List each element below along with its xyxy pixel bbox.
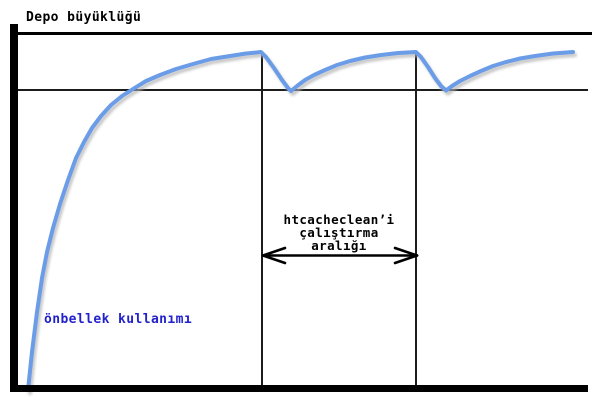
cache-usage-curve (26, 50, 575, 392)
interval-arrow (261, 246, 419, 265)
chart-title: Depo büyüklüğü (26, 10, 142, 25)
interval-annotation: htcacheclean’i çalıştırma aralığı (262, 213, 416, 252)
interval-arrow-right-head (393, 254, 419, 265)
interval-annotation-line1: htcacheclean’i (283, 212, 395, 227)
interval-annotation-line2: çalıştırma (299, 225, 379, 240)
cache-usage-label: önbellek kullanımı (44, 312, 193, 327)
interval-arrow-left-head (261, 254, 287, 265)
interval-arrow-left-head (261, 246, 287, 257)
interval-arrow-right-head (393, 246, 419, 257)
interval-annotation-line3: aralığı (311, 238, 367, 253)
